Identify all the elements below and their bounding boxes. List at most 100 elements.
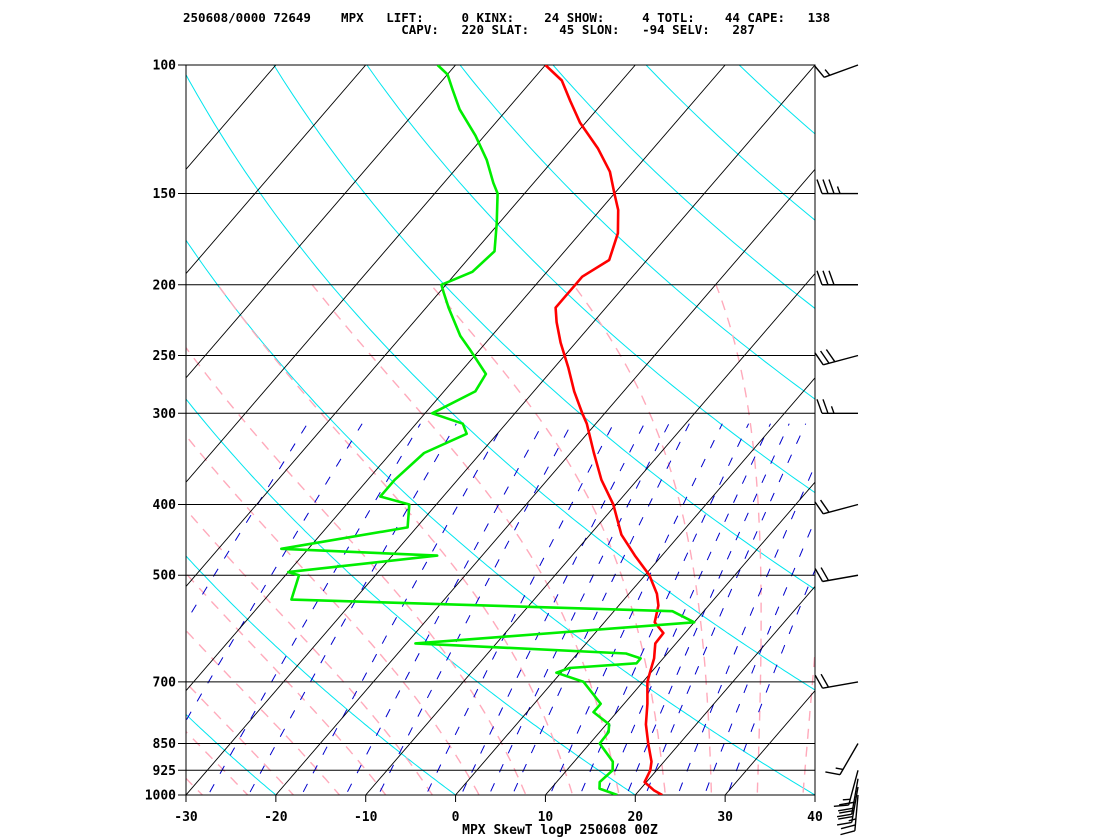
- barb-flag: [816, 179, 823, 194]
- barb-flag: [833, 804, 849, 807]
- moist-adiabat-line: [186, 434, 480, 795]
- mixing-ratio-line: [377, 423, 572, 795]
- barb-flag: [819, 499, 830, 513]
- pressure-tick-label: 500: [153, 569, 177, 584]
- moist-adiabat-line: [186, 572, 387, 795]
- dry-adiabat-line: [186, 398, 637, 795]
- isotherm-line: [454, 377, 815, 795]
- isotherm-line: [724, 690, 815, 795]
- barb-flag: [814, 501, 824, 515]
- mixing-ratio-line: [549, 423, 723, 795]
- dry-adiabat-line: [645, 65, 815, 221]
- barb-half-flag: [842, 798, 851, 801]
- pressure-tick-label: 1000: [145, 789, 176, 804]
- isotherm-line: [634, 585, 815, 795]
- mixing-ratio-line: [645, 423, 807, 795]
- pressure-levels: [178, 64, 815, 796]
- barb-flag: [822, 270, 829, 285]
- sounding-traces: [279, 65, 696, 795]
- wind-barbs: [814, 64, 859, 836]
- isotherm-line: [814, 794, 815, 795]
- mixing-ratio-line: [677, 464, 815, 795]
- isotherm-line: [544, 481, 815, 795]
- isotherm-line: [186, 65, 726, 692]
- moist-adiabat-line: [715, 284, 762, 795]
- wind-barb: [814, 499, 859, 515]
- barb-flag: [816, 399, 823, 414]
- wind-barb: [814, 349, 859, 366]
- dry-adiabat-line: [273, 65, 815, 591]
- isotherm-line: [365, 272, 815, 795]
- isotherm-line: [186, 65, 367, 275]
- moist-adiabat-line: [186, 346, 527, 795]
- barb-flag: [825, 349, 836, 363]
- barb-flag: [839, 801, 854, 806]
- temperature-tick-label: 20: [627, 810, 643, 825]
- moist-adiabat-line: [430, 284, 667, 795]
- temperature-tick-label: -20: [264, 810, 288, 825]
- barb-flag: [822, 399, 829, 414]
- temperature-trace: [544, 65, 665, 795]
- pressure-tick-label: 925: [153, 764, 176, 779]
- wind-barb: [836, 778, 859, 818]
- background-lines: [0, 49, 1120, 811]
- temperature-tick-label: 40: [807, 810, 823, 825]
- mixing-ratio-line: [488, 423, 670, 795]
- moist-adiabat-line: [311, 284, 620, 795]
- temperature-tick-label: -30: [174, 810, 198, 825]
- dry-adiabat-line: [186, 73, 815, 691]
- dry-adiabat-line: [459, 65, 815, 400]
- isotherm-line: [186, 65, 636, 588]
- isotherm-line: [275, 168, 815, 795]
- mixing-ratio-line: [626, 423, 790, 795]
- barb-flag: [814, 568, 824, 582]
- mixing-ratio-line: [207, 423, 421, 795]
- chart-title: MPX SkewT logP 250608 00Z: [462, 823, 658, 838]
- moist-adiabat-line: [0, 285, 173, 811]
- dry-adiabat-line: [1090, 49, 1120, 811]
- barb-flag: [820, 567, 830, 581]
- pressure-tick-label: 300: [153, 407, 177, 422]
- mixing-ratio-line: [579, 423, 750, 795]
- pressure-tick-label: 100: [153, 59, 177, 74]
- isotherm-line: [186, 65, 456, 379]
- mixing-ratio-line: [345, 423, 544, 795]
- barb-flag: [828, 179, 835, 194]
- wind-barb: [816, 399, 858, 414]
- mixing-ratio-line: [511, 423, 690, 795]
- dry-adiabat-line: [998, 49, 1120, 811]
- barb-staff: [822, 574, 859, 583]
- barb-staff: [823, 503, 859, 515]
- temperature-tick-label: 30: [717, 810, 733, 825]
- barb-half-flag: [836, 186, 841, 194]
- isotherm-line: [0, 65, 6, 810]
- barb-flag: [814, 65, 825, 78]
- temperature-axis-labels: -30 -20 -10 0 10 20 30 40: [174, 795, 823, 825]
- barb-flag: [816, 270, 823, 285]
- wind-barb: [816, 179, 858, 195]
- wind-barb: [814, 567, 859, 583]
- dry-adiabat-line: [906, 49, 1120, 811]
- barb-flag: [820, 673, 830, 688]
- isotherm-line: [186, 65, 546, 483]
- dry-adiabat-line: [186, 713, 277, 795]
- moist-adiabat-line: [186, 730, 249, 795]
- temperature-tick-label: 10: [538, 810, 554, 825]
- barb-flag: [828, 270, 835, 285]
- wind-barb: [814, 673, 859, 689]
- plot-frame: [185, 64, 816, 796]
- isotherm-line: [186, 65, 187, 66]
- header-line-2: CAPV: 220 SLAT: 45 SLON: -94 SELV: 287: [183, 22, 755, 37]
- barb-half-flag: [835, 767, 844, 771]
- pressure-tick-label: 200: [153, 278, 177, 293]
- wind-barb: [814, 64, 859, 78]
- barb-flag: [840, 824, 856, 830]
- barb-flag: [836, 821, 852, 826]
- barb-flag: [838, 807, 853, 812]
- barb-flag: [836, 813, 852, 818]
- barb-flag: [814, 352, 824, 366]
- barb-flag: [840, 830, 856, 836]
- barb-half-flag: [830, 406, 835, 414]
- barb-half-flag: [824, 69, 831, 76]
